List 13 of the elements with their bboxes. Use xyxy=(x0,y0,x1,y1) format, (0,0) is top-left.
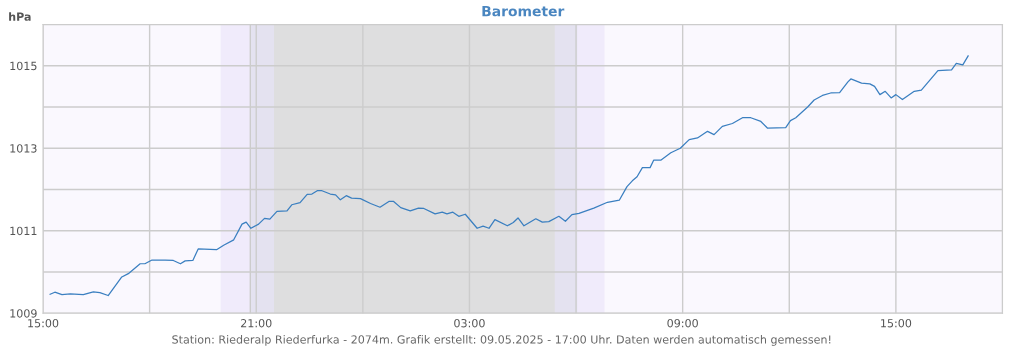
line-series xyxy=(49,55,969,297)
x-tick-label: 15:00 xyxy=(28,319,59,328)
y-tick-label: 1013 xyxy=(10,144,37,153)
y-tick-label: 1011 xyxy=(10,226,37,236)
y-tick-label: 1015 xyxy=(10,61,37,71)
chart-title: Barometer xyxy=(482,6,565,17)
x-tick-label: 21:00 xyxy=(241,319,272,328)
y-axis-title: hPa xyxy=(9,12,31,21)
x-tick-label: 03:00 xyxy=(454,319,485,328)
text: Station: Riederalp Riederfurka - 2074m. Grafik erstellt: 09.05.2025 - 17:00 Uhr. Daten werden automatisch gemessen! xyxy=(172,335,831,346)
y-tick-label: 1009 xyxy=(10,309,37,318)
x-tick-label: 09:00 xyxy=(667,319,698,328)
x-tick-label: 15:00 xyxy=(881,319,912,328)
